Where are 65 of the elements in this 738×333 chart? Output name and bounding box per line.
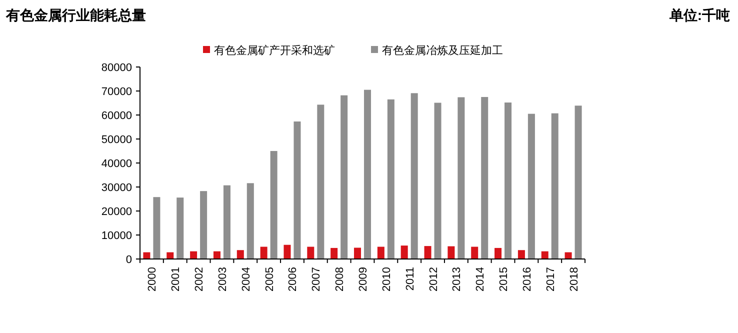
x-tick-label: 2013 bbox=[451, 267, 464, 292]
bar bbox=[551, 113, 558, 259]
bar bbox=[424, 246, 432, 259]
bar bbox=[387, 99, 394, 259]
bar bbox=[574, 106, 582, 259]
x-tick-label: 2006 bbox=[287, 267, 300, 292]
x-tick-label: 2017 bbox=[544, 267, 557, 292]
bar bbox=[410, 93, 418, 259]
bar bbox=[246, 183, 254, 259]
bar bbox=[400, 246, 408, 259]
bar bbox=[354, 248, 361, 259]
x-tick-label: 2009 bbox=[358, 267, 370, 292]
bar bbox=[317, 104, 324, 259]
bar bbox=[364, 90, 371, 259]
bar bbox=[236, 250, 244, 259]
x-tick-label: 2007 bbox=[310, 267, 323, 292]
x-tick-label: 2018 bbox=[568, 267, 580, 292]
y-tick-label: 80000 bbox=[101, 62, 132, 74]
bar bbox=[284, 244, 291, 259]
y-tick-label: 60000 bbox=[101, 110, 132, 122]
bar bbox=[458, 97, 465, 259]
chart-title: 有色金属行业能耗总量 bbox=[5, 7, 146, 23]
y-tick-label: 0 bbox=[126, 254, 132, 266]
y-tick-label: 10000 bbox=[101, 230, 132, 242]
x-tick-label: 2002 bbox=[194, 267, 206, 292]
x-tick-label: 2005 bbox=[264, 267, 276, 292]
bar bbox=[307, 246, 314, 259]
x-tick-label: 2015 bbox=[498, 267, 510, 292]
bar bbox=[223, 185, 230, 259]
x-tick-label: 2001 bbox=[170, 267, 182, 292]
x-tick-label: 2010 bbox=[380, 267, 393, 292]
x-tick-label: 2000 bbox=[146, 267, 159, 292]
x-tick-label: 2014 bbox=[474, 267, 487, 292]
bar bbox=[448, 246, 455, 259]
bar bbox=[528, 114, 535, 259]
bar bbox=[504, 102, 512, 259]
x-tick-label: 2008 bbox=[334, 267, 346, 292]
bar bbox=[541, 251, 548, 259]
bar bbox=[270, 151, 278, 259]
x-tick-label: 2012 bbox=[428, 267, 440, 292]
bar bbox=[200, 191, 208, 259]
bar bbox=[494, 248, 502, 259]
bar bbox=[340, 95, 348, 259]
bar bbox=[260, 246, 268, 259]
bar bbox=[213, 251, 220, 259]
bar bbox=[294, 121, 301, 259]
y-tick-label: 30000 bbox=[101, 182, 132, 194]
bar bbox=[481, 97, 488, 259]
x-tick-label: 2016 bbox=[521, 267, 534, 292]
bar bbox=[471, 246, 478, 259]
x-tick-label: 2004 bbox=[240, 267, 252, 292]
bar bbox=[330, 248, 338, 259]
bar bbox=[377, 246, 384, 259]
bar bbox=[153, 197, 160, 259]
bar bbox=[518, 250, 525, 259]
y-tick-label: 20000 bbox=[101, 206, 132, 218]
bar bbox=[176, 198, 184, 259]
y-tick-label: 50000 bbox=[101, 134, 132, 146]
x-tick-label: 2011 bbox=[404, 267, 416, 291]
x-tick-label: 2003 bbox=[216, 267, 229, 292]
text: 单位:千吨 bbox=[668, 7, 730, 23]
y-tick-label: 70000 bbox=[101, 86, 132, 98]
bar bbox=[190, 251, 198, 259]
bar bbox=[434, 102, 442, 259]
y-tick-label: 40000 bbox=[101, 158, 132, 170]
